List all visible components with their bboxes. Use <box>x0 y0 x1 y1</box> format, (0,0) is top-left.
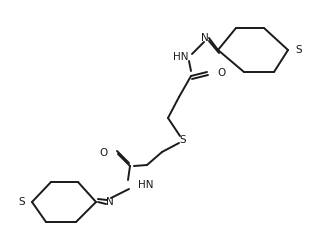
Text: S: S <box>295 45 302 55</box>
Text: S: S <box>180 135 186 145</box>
Text: S: S <box>18 197 25 207</box>
Text: O: O <box>217 68 225 78</box>
Text: N: N <box>106 197 114 207</box>
Text: N: N <box>201 33 209 43</box>
Text: O: O <box>100 148 108 158</box>
Text: HN: HN <box>138 180 153 190</box>
Text: HN: HN <box>172 52 188 62</box>
